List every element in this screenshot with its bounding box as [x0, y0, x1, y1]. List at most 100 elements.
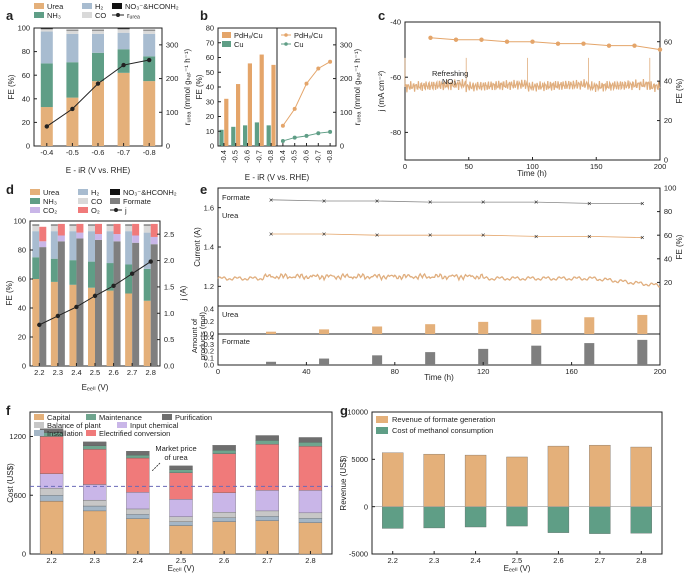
bar-d-cathode-co: [69, 225, 77, 232]
a-yr-tick-label: 300: [166, 40, 179, 49]
e-urea-amount-tick: 0.0: [204, 330, 214, 339]
current-point-d: [37, 322, 42, 328]
fe-marker-e-formate_fe: ×: [640, 199, 644, 208]
bar-d-cathode-nh3: [69, 260, 77, 285]
legend-b-pdh: PdHₓ/Cu: [234, 31, 263, 40]
bar-d-cathode-no2hconh2: [32, 224, 40, 226]
panel-e-ylabel: Current (A): [193, 227, 202, 267]
panel-d-current-line: [37, 259, 153, 328]
panel-b-yright-label: rᵤᵣₑₐ (mmol gₕₐₜ⁻¹ h⁻¹): [353, 48, 362, 125]
current-point-d: [92, 293, 98, 299]
fe-marker-e-formate_fe: ×: [269, 195, 273, 204]
panel-e-frame: [217, 187, 661, 366]
bar-b-cu: [243, 125, 248, 146]
formate-amount-bar: [425, 352, 436, 365]
panel-e-urea-label: Urea: [222, 211, 239, 220]
panel-e-xlabel: Time (h): [424, 373, 454, 382]
bar-d-anode-formate: [76, 238, 84, 366]
fe-marker-e-formate_fe: ×: [481, 198, 485, 207]
urea-amount-bar: [425, 324, 436, 334]
cost-bar-balance-of-plant: [298, 512, 323, 519]
bar-d-cathode-no2hconh2: [88, 224, 95, 226]
bar-d-cathode-co: [32, 225, 40, 232]
cost-bar-maintenance: [83, 445, 107, 450]
panel-f-x-ticks: 2.2 2.3 2.4 2.5 2.6 2.7 2.8: [46, 551, 316, 565]
panel-e-current-trace: [217, 272, 661, 288]
rate-point-b-cu: [280, 138, 285, 143]
cost-bar-capital: [126, 518, 150, 555]
bar-b-cu: [254, 122, 259, 146]
c-x-tick-label: 50: [465, 162, 473, 171]
a-x-tick-label: -0.4: [40, 148, 53, 157]
bar-d-anode-formate: [113, 241, 121, 366]
legend-d-co-swatch: [78, 198, 88, 204]
legend-f-purification-swatch: [162, 414, 172, 420]
e-yr-tick-label: 60: [664, 231, 672, 240]
legend-d-h2-swatch: [78, 189, 88, 195]
panel-e-label: e: [200, 182, 207, 197]
revenue-bar: [630, 446, 652, 507]
e-y-tick-label: 1.6: [204, 203, 214, 212]
legend-f-installation: Installation: [47, 429, 83, 438]
urea-amount-bar: [478, 321, 489, 334]
legend-f-input-swatch: [117, 422, 127, 428]
legend-b-cu-rate: Cu: [294, 40, 304, 49]
fe-marker-e-urea_fe: ×: [322, 230, 326, 239]
cost-bar-balance-of-plant: [169, 516, 193, 522]
rate-point-a: [147, 57, 152, 63]
current-point-d: [148, 259, 153, 264]
panel-d-x-ticks: 2.2 2.3 2.4 2.5 2.6 2.7 2.8: [34, 363, 156, 377]
bar-d-cathode-co: [143, 225, 151, 233]
rate-point-a: [44, 124, 49, 129]
panel-d-label: d: [6, 182, 14, 197]
legend-a-rate-dot: [116, 13, 120, 17]
revenue-bar: [589, 444, 611, 507]
bar-d-anode-co2: [39, 241, 47, 248]
legend-d-j-dot: [114, 208, 118, 212]
bar-b-pdhx: [236, 84, 241, 146]
panel-c-x-ticks: 0 50 100 150 200: [403, 157, 666, 171]
legend-d-o2-swatch: [78, 207, 88, 213]
legend-b-cu-swatch: [222, 41, 231, 47]
a-x-tick-label: -0.7: [117, 148, 130, 157]
b-y-tick-label: 70: [206, 38, 214, 47]
e-formate-amount-tick: 0.2: [204, 347, 214, 356]
g-x-tick-label: 2.7: [595, 556, 605, 565]
fe-marker-e-formate_fe: ×: [534, 198, 538, 207]
legend-d-j: j: [124, 206, 127, 215]
legend-d-nh3-swatch: [30, 198, 40, 204]
bar-d-cathode-urea: [32, 279, 40, 366]
e-yr-tick-label: 80: [664, 207, 672, 216]
b-x-tick-label: -0.5: [231, 150, 240, 163]
bar-a-urea: [66, 97, 79, 146]
urea-amount-bar: [531, 319, 542, 334]
panel-c-label: c: [378, 8, 385, 23]
bar-a-h2: [92, 33, 104, 53]
panel-e-formate-label: Formate: [222, 193, 250, 202]
bar-a-nh3: [117, 49, 130, 73]
current-point-d: [129, 271, 135, 276]
fe-line-e-formate_fe: [271, 199, 643, 204]
panel-c-current-trace: [404, 57, 661, 93]
revenue-bar: [506, 456, 528, 507]
cost-bar-purification: [126, 451, 150, 456]
legend-d-nh3: NH₃: [43, 197, 57, 206]
fe-marker-e-urea_fe: ×: [481, 231, 485, 240]
legend-b-pdh-swatch: [222, 32, 231, 38]
bar-d-anode-formate: [39, 247, 47, 366]
fe-point-c: [428, 35, 433, 40]
bar-d-anode-o2: [132, 223, 140, 236]
g-x-tick-label: 2.4: [470, 556, 480, 565]
panel-c-annotation: Refreshing: [432, 69, 468, 78]
cost-bar-capital: [298, 522, 323, 555]
panel-e: e × × × × × × × × × × × × × × × × 0 40 80 120 160 200 1.2 1.4…: [190, 182, 684, 382]
f-y-tick-label: 600: [14, 491, 27, 500]
fe-point-c: [555, 41, 561, 46]
fe-point-c: [453, 37, 459, 42]
panel-c-xlabel: Time (h): [517, 169, 547, 178]
panel-c-y-ticks: -80 -60 -40: [390, 18, 408, 137]
bar-d-cathode-urea: [106, 290, 114, 366]
legend-a-no3: NO₃⁻&HCONH₂: [125, 2, 179, 11]
panel-b-rate-lines: [280, 59, 333, 143]
